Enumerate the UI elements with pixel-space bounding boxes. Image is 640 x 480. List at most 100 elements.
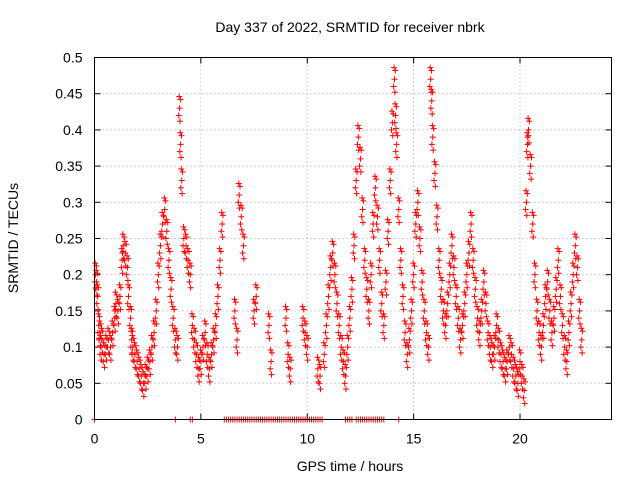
data-point [463,271,470,278]
data-point [425,357,432,364]
data-point [175,335,182,342]
data-point [384,235,391,242]
data-point [562,335,569,342]
data-point [528,154,535,161]
data-point [391,89,398,96]
data-point [467,228,474,235]
data-point [171,306,178,313]
data-point [95,310,102,317]
data-point [574,277,581,284]
data-point [266,313,273,320]
data-point [354,122,361,129]
data-point [554,245,561,252]
data-point [159,221,166,228]
data-point [401,318,408,325]
data-point [339,365,346,372]
data-point [405,344,412,351]
data-point [524,190,531,197]
data-point [576,307,583,314]
data-point [171,325,178,332]
data-point [134,349,141,356]
data-point [314,365,321,372]
data-point [180,223,187,230]
data-point [116,300,123,307]
data-point [193,339,200,346]
y-axis-label: SRMTID / TECUs [5,183,21,293]
data-point [428,86,435,93]
tick-labels: 0 0.05 0.1 0.15 0.2 0.25 0.3 0.35 0.4 0.45 0.5 0 5 10… [55,50,528,447]
data-point [97,332,104,339]
data-point [465,257,472,264]
data-point [553,299,560,306]
data-point [439,296,446,303]
data-point [380,322,387,329]
data-point [329,238,336,245]
data-point [97,320,104,327]
data-point [182,231,189,238]
data-point [208,351,215,358]
data-point [418,267,425,274]
data-point [525,139,532,146]
data-point [379,329,386,336]
data-point [178,177,185,184]
data-point [542,293,549,300]
data-point [129,332,136,339]
data-point [337,332,344,339]
data-point [545,291,552,298]
data-point [480,278,487,285]
data-point [494,313,501,320]
data-point [520,394,527,401]
data-point [101,342,108,349]
data-point [268,358,275,365]
data-point [395,194,402,201]
data-point [529,221,536,228]
data-point [363,286,370,293]
data-point [100,339,107,346]
data-point [444,289,451,296]
data-point [408,296,415,303]
data-point [556,248,563,255]
data-point [94,281,101,288]
data-point [111,303,118,310]
y-tick-label: 0.25 [55,231,82,247]
data-point [143,364,150,371]
data-point [573,234,580,241]
data-point [217,248,224,255]
data-point [426,335,433,342]
data-point [173,351,180,358]
data-point [569,260,576,267]
data-point [323,322,330,329]
data-point [209,344,216,351]
data-point [429,110,436,117]
data-point [386,165,393,172]
data-point [322,342,329,349]
data-point [527,151,534,158]
data-point [233,325,240,332]
data-point [373,221,380,228]
data-point [134,358,141,365]
data-point [268,349,275,356]
data-point [179,168,186,175]
data-point [119,270,126,277]
data-point [219,234,226,241]
data-point [531,260,538,267]
data-point [241,234,248,241]
data-point [341,349,348,356]
data-point [352,184,359,191]
data-point [165,245,172,252]
data-point [124,252,131,259]
data-point [419,278,426,285]
x-tick-label: 0 [91,431,99,447]
data-point [369,228,376,235]
y-tick-label: 0 [75,412,83,428]
data-point [169,322,176,329]
data-point [200,357,207,364]
data-point [331,278,338,285]
data-point [118,264,125,271]
data-point [286,373,293,380]
data-point [164,241,171,248]
data-point [304,357,311,364]
data-point [561,332,568,339]
data-point [381,313,388,320]
data-point [568,300,575,307]
